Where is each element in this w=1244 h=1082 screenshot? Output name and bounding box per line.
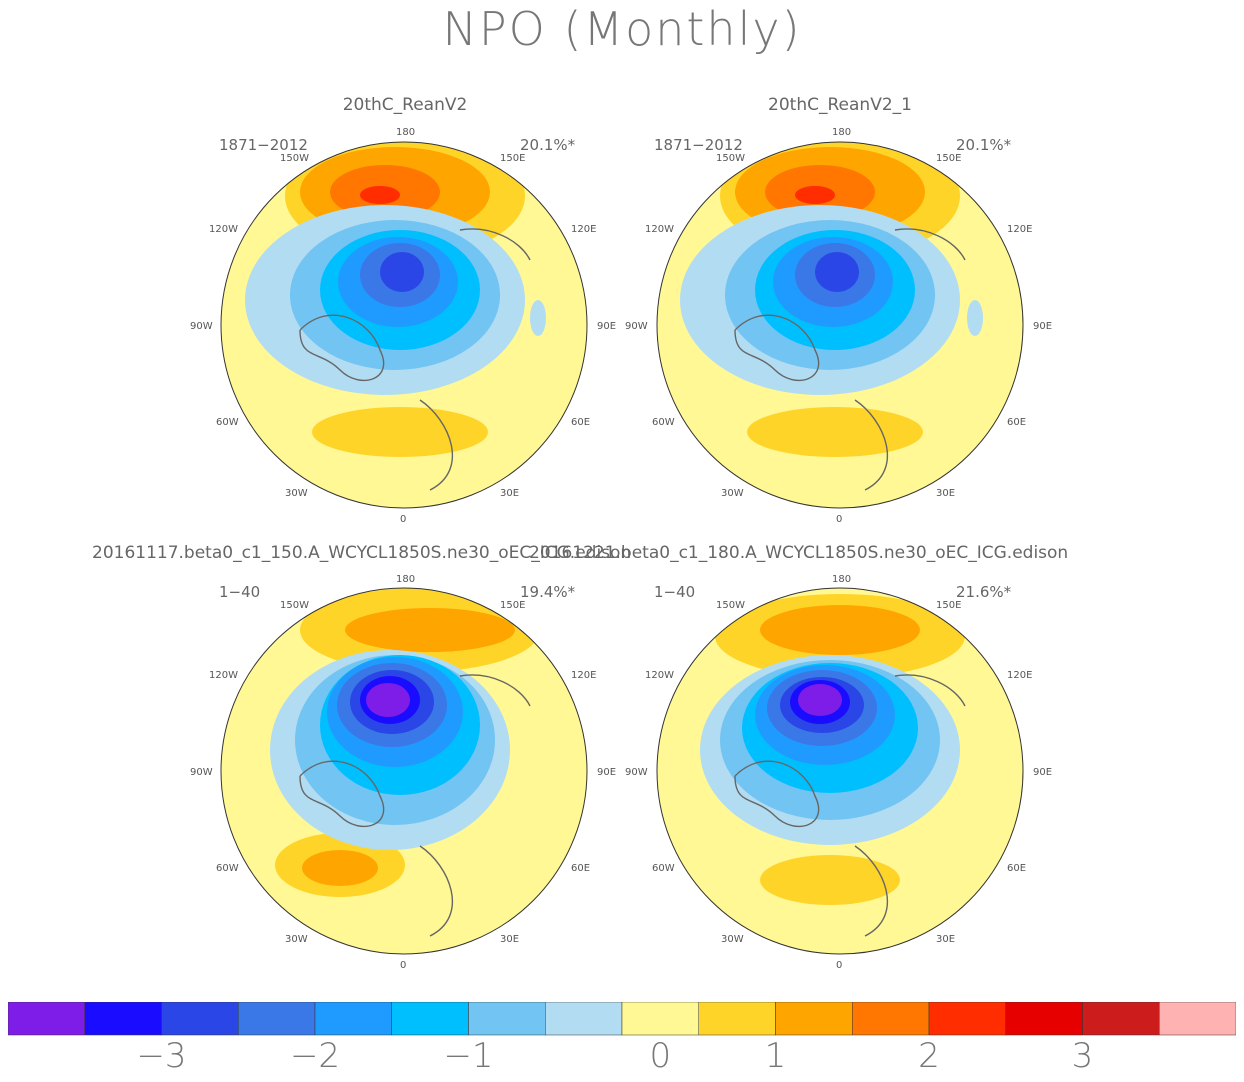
lon-label: 120E: [571, 670, 596, 681]
lon-label: 150E: [936, 153, 961, 164]
lon-label: 30W: [721, 488, 744, 499]
colorbar-swatch: [1005, 1002, 1083, 1036]
lon-label: 30E: [936, 488, 955, 499]
colorbar-tick-label: −1: [443, 1036, 494, 1076]
colorbar-swatch: [852, 1002, 930, 1036]
panel-title: 20161221.beta0_c1_180.A_WCYCL1850S.ne30_…: [529, 543, 1069, 563]
colorbar-swatch: [1159, 1002, 1236, 1036]
map-field: [657, 142, 1023, 508]
colorbar-swatch: [391, 1002, 469, 1036]
map-field: [657, 588, 1023, 954]
colorbar-tick-label: −2: [289, 1036, 341, 1076]
colorbar-swatch: [238, 1002, 316, 1036]
panel-title: 20thC_ReanV2: [342, 95, 468, 115]
variance-label: 19.4%*: [520, 583, 576, 601]
lon-label: 60W: [216, 417, 239, 428]
lon-label: 90W: [190, 321, 213, 332]
lon-label: 60E: [571, 863, 590, 874]
lon-label: 0: [836, 960, 842, 971]
lon-label: 0: [836, 514, 842, 525]
panel-title: 20161117.beta0_c1_150.A_WCYCL1850S.ne30_…: [92, 543, 632, 563]
lon-label: 30W: [285, 934, 308, 945]
map-field: [221, 142, 587, 508]
lon-label: 180: [832, 574, 851, 585]
lon-label: 30E: [500, 488, 519, 499]
lon-label: 60E: [1007, 417, 1026, 428]
map-panel: 20thC_ReanV2: [185, 95, 625, 535]
colorbar-swatch: [8, 1002, 85, 1036]
lon-label: 120W: [645, 224, 674, 235]
map-panel: 20thC_ReanV2_1: [620, 95, 1060, 535]
colorbar-swatch: [1082, 1002, 1160, 1036]
variance-label: 21.6%*: [956, 583, 1012, 601]
colorbar-swatch: [545, 1002, 623, 1036]
period-label: 1871−2012: [654, 136, 743, 154]
period-label: 1−40: [219, 583, 261, 601]
panel-title: 20thC_ReanV2_1: [768, 95, 912, 115]
colorbar-swatch: [621, 1002, 699, 1036]
lon-label: 30W: [285, 488, 308, 499]
variance-label: 20.1%*: [520, 136, 576, 154]
colorbar-swatch: [161, 1002, 239, 1036]
coastlines: [299, 228, 966, 937]
lon-label: 120W: [209, 224, 238, 235]
colorbar-swatch: [928, 1002, 1006, 1036]
maps-layer: 180 150E 120E 90E 60E 30E 0 30W 60W 90W …: [190, 127, 1052, 971]
lon-label: 30E: [936, 934, 955, 945]
period-label: 1871−2012: [219, 136, 308, 154]
lon-label: 90E: [1033, 767, 1052, 778]
lon-label: 150W: [280, 153, 309, 164]
lon-label: 180: [396, 574, 415, 585]
colorbar-swatch: [314, 1002, 392, 1036]
lon-label: 120E: [1007, 670, 1032, 681]
lon-label: 60E: [571, 417, 590, 428]
lon-label: 60W: [216, 863, 239, 874]
lon-label: 60E: [1007, 863, 1026, 874]
colorbar-tick-label: 3: [1071, 1036, 1094, 1076]
colorbar-tick-label: 1: [764, 1036, 787, 1076]
main-title: NPO (Monthly): [442, 2, 802, 56]
lon-label: 90W: [625, 767, 648, 778]
lon-label: 30E: [500, 934, 519, 945]
map-field: [221, 588, 587, 954]
lon-label: 120W: [209, 670, 238, 681]
lon-label: 0: [400, 514, 406, 525]
lon-label: 150W: [280, 600, 309, 611]
lon-label: 120E: [1007, 224, 1032, 235]
lon-label: 90E: [597, 767, 616, 778]
lon-label: 150W: [716, 153, 745, 164]
colorbar-tick-label: −3: [136, 1036, 187, 1076]
lon-label: 150E: [500, 153, 525, 164]
lon-label: 120E: [571, 224, 596, 235]
colorbar-swatch: [468, 1002, 546, 1036]
colorbar: [8, 1002, 1236, 1036]
colorbar-swatch: [775, 1002, 853, 1036]
lon-label: 150E: [936, 600, 961, 611]
lon-label: 90W: [625, 321, 648, 332]
lon-label: 0: [400, 960, 406, 971]
lon-label: 180: [832, 127, 851, 138]
lon-label: 30W: [721, 934, 744, 945]
colorbar-tick-label: 0: [649, 1036, 672, 1076]
lon-label: 150W: [716, 600, 745, 611]
colorbar-tick-label: 2: [918, 1036, 940, 1076]
lon-label: 90W: [190, 767, 213, 778]
lon-label: 90E: [597, 321, 616, 332]
lon-label: 90E: [1033, 321, 1052, 332]
colorbar-swatch: [84, 1002, 162, 1036]
lon-labels: 180 150E 120E 90E 60E 30E 0 30W 60W 90W …: [190, 127, 1052, 971]
lon-label: 180: [396, 127, 415, 138]
lon-label: 60W: [652, 417, 675, 428]
colorbar-swatch: [698, 1002, 776, 1036]
lon-label: 150E: [500, 600, 525, 611]
variance-label: 20.1%*: [956, 136, 1012, 154]
lon-label: 120W: [645, 670, 674, 681]
period-label: 1−40: [654, 583, 696, 601]
lon-label: 60W: [652, 863, 675, 874]
